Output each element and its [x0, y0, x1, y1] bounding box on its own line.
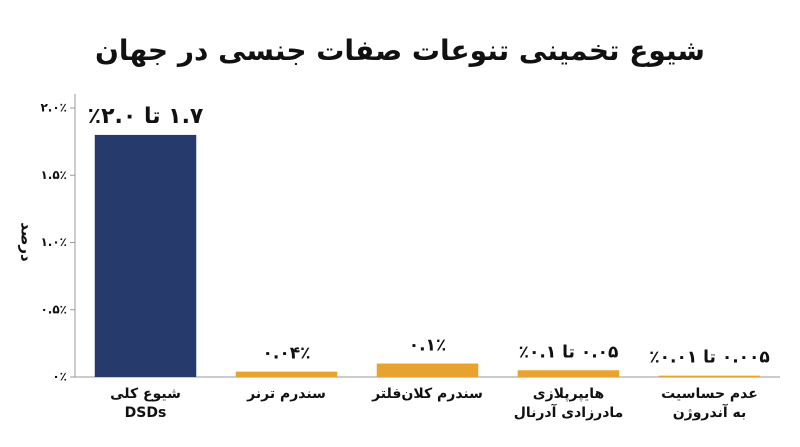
bar: [658, 375, 761, 377]
x-tick-label: سندرم ترنر: [247, 386, 326, 402]
x-tick-label: عدم حساسیت به آندروژن: [661, 386, 758, 421]
value-label: ۰.۰۵ تا ۰.۱٪: [519, 342, 619, 362]
y-axis-label: درصد: [18, 222, 36, 262]
value-label: ۱.۷ تا ۲.۰٪: [88, 104, 204, 129]
value-label: ۰.۰۴٪: [263, 344, 311, 364]
bar: [517, 370, 620, 377]
y-tick-label: ۱.۰٪: [40, 235, 67, 249]
x-tick-label: هایپرپلازی مادرزادی آدرنال: [513, 386, 624, 421]
bar: [94, 134, 197, 377]
x-tick-label: سندرم کلان‌فلتر: [372, 386, 483, 402]
y-tick-label: ۲.۰٪: [40, 101, 67, 115]
value-label: ۰.۰۰۵ تا ۰.۰۱٪: [649, 348, 770, 368]
bar: [376, 363, 479, 377]
x-tick-label: شیوع کلی DSDs: [110, 386, 181, 421]
y-tick-label: ۰.۵٪: [40, 302, 67, 316]
chart-title: شیوع تخمینی تنوعات صفات جنسی در جهان: [95, 34, 705, 67]
y-tick-label: ۰٪: [52, 370, 67, 384]
bar: [235, 371, 338, 377]
value-label: ۰.۱٪: [409, 336, 447, 356]
y-tick-label: ۱.۵٪: [40, 168, 67, 182]
